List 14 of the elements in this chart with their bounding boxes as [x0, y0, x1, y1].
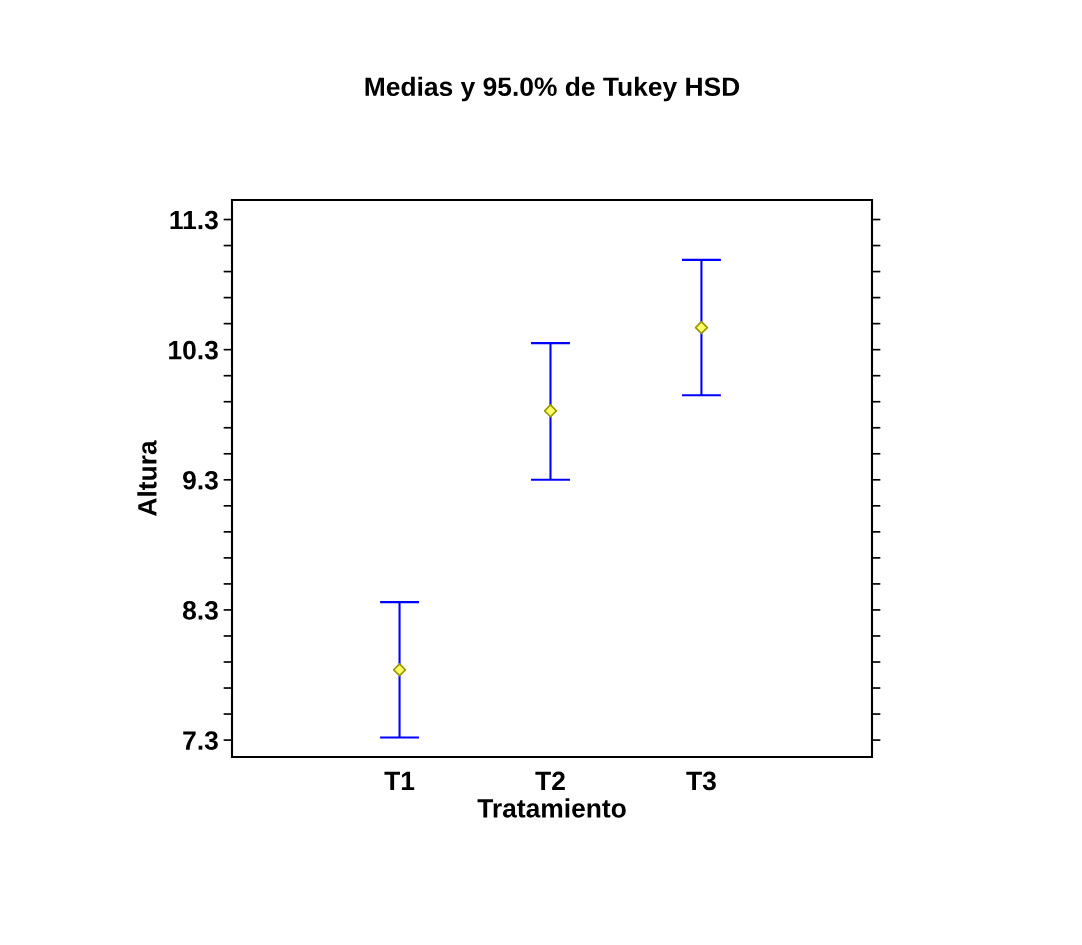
- x-tick-label: T2: [535, 771, 565, 791]
- point: [543, 404, 558, 418]
- x-tick-label: T3: [686, 771, 716, 791]
- point: [694, 320, 709, 335]
- y-tick-label: 9.3: [183, 470, 218, 490]
- y-tick-label: 11.3: [170, 210, 218, 230]
- x-tick-label: T1: [384, 771, 415, 791]
- y-tick-label: 7.3: [183, 731, 218, 750]
- point: [392, 663, 407, 677]
- x-axis-title: Tratamiento: [477, 798, 626, 818]
- chart-title: Medias y 95.0% de Tukey HSD: [365, 76, 740, 102]
- y-tick-label: 8.3: [182, 601, 218, 620]
- y-axis-title: Altura: [137, 440, 157, 516]
- y-tick-label: 10.3: [169, 340, 218, 360]
